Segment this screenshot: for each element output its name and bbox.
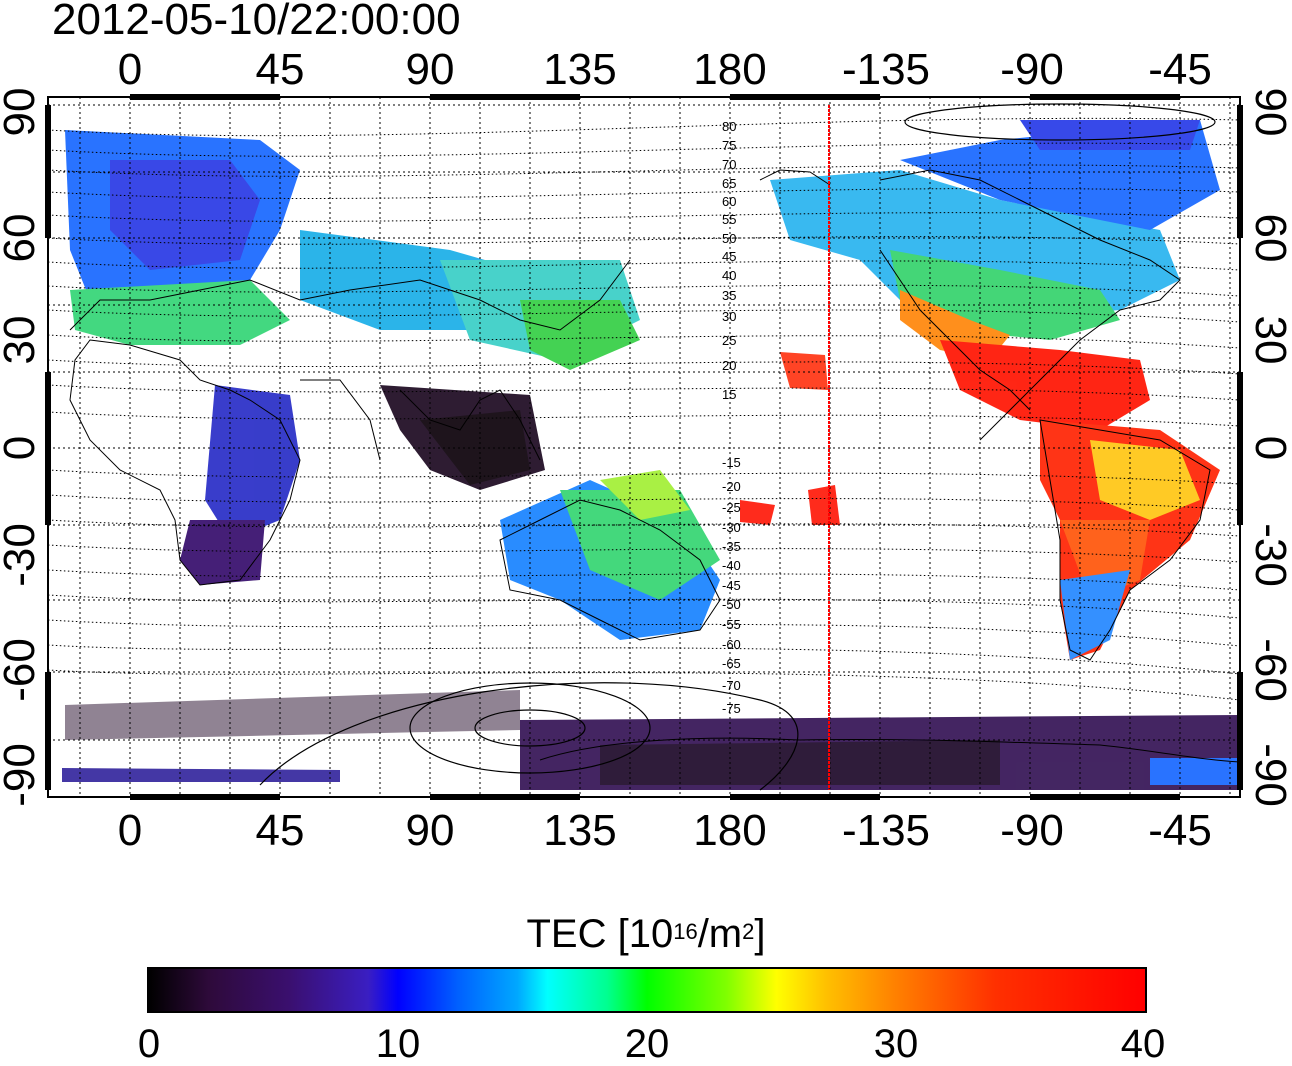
x-bottom-tick-label: -45 [1148,806,1212,855]
y-right-tick-label: -30 [1246,523,1292,587]
y-right-tick-label: 90 [1246,88,1292,137]
y-left-tick-label: 0 [0,436,44,460]
y-right-tick-label: 60 [1246,214,1292,263]
contour-label: -30 [722,520,741,535]
contour-label: 35 [722,288,736,303]
colorbar-title: TEC [1016/m2] [0,912,1292,956]
x-top-tick-label: 135 [543,45,616,94]
y-left-tick-label: -90 [0,743,44,807]
y-left-tick-label: 30 [0,316,44,365]
y-right-tick-label: 0 [1246,436,1292,460]
x-bottom-tick-label: 45 [256,806,305,855]
colorbar-tick-label: 10 [375,1022,421,1066]
x-axis-top-labels: 0 45 90 135 180 -135 -90 -45 [118,45,1212,94]
y-left-tick-label: -60 [0,638,44,702]
contour-label: -55 [722,617,741,632]
timestamp-title: 2012-05-10/22:00:00 [52,0,461,44]
colorbar [147,967,1147,1013]
contour-label: 50 [722,231,736,246]
y-left-tick-label: 60 [0,214,44,263]
contour-label: -50 [722,597,741,612]
contour-label: -45 [722,578,741,593]
contour-label: -35 [722,539,741,554]
polar-contours [259,103,1216,791]
contour-label: 55 [722,212,736,227]
x-axis-bottom-labels: 0 45 90 135 180 -135 -90 -45 [118,806,1212,855]
contour-label: -20 [722,479,741,494]
contour-label: 80 [722,119,736,134]
contour-label: 60 [722,194,736,209]
contour-label: 40 [722,268,736,283]
contour-label: 65 [722,176,736,191]
x-top-tick-label: 0 [118,45,142,94]
contour-label: -15 [722,455,741,470]
colorbar-title-unit: /m [697,912,743,956]
x-bottom-tick-label: 90 [406,806,455,855]
contour-label: 75 [722,138,736,153]
contour-label: -75 [722,701,741,716]
x-bottom-tick-label: 0 [118,806,142,855]
x-top-tick-label: 180 [693,45,766,94]
x-top-tick-label: -90 [1000,45,1064,94]
contour-label: -40 [722,558,741,573]
contour-label: 25 [722,333,736,348]
colorbar-tick-label: 40 [1120,1022,1166,1066]
colorbar-tick-label: 0 [137,1022,161,1066]
x-top-tick-label: 45 [256,45,305,94]
x-top-tick-label: 90 [406,45,455,94]
x-bottom-tick-label: 180 [693,806,766,855]
contour-label: 70 [722,157,736,172]
contour-label: -60 [722,637,741,652]
contour-label: 20 [722,358,736,373]
colorbar-title-end: ] [754,912,766,956]
x-bottom-tick-label: 135 [543,806,616,855]
y-right-tick-label: -60 [1246,638,1292,702]
x-bottom-tick-label: -90 [1000,806,1064,855]
colorbar-title-exponent: 16 [673,919,698,944]
y-right-tick-label: -90 [1246,743,1292,807]
y-right-tick-label: 30 [1246,316,1292,365]
x-bottom-tick-label: -135 [842,806,930,855]
y-axis-left-labels: 90 60 30 0 -30 -60 -90 [0,88,44,807]
frame-ticks [45,94,1243,800]
magnetic-contours [47,117,1241,701]
colorbar-title-main: TEC [10 [526,912,674,956]
contour-label: -65 [722,656,741,671]
x-top-tick-label: -45 [1148,45,1212,94]
contour-label: 45 [722,249,736,264]
contour-labels: 80 75 70 65 60 55 50 45 40 35 30 25 20 1… [722,119,741,716]
x-top-tick-label: -135 [842,45,930,94]
coastlines [69,169,1241,763]
colorbar-title-unit-exponent: 2 [742,919,755,944]
colorbar-tick-label: 20 [624,1022,670,1066]
y-left-tick-label: -30 [0,523,44,587]
y-left-tick-label: 90 [0,88,44,137]
contour-label: -25 [722,500,741,515]
contour-label: 30 [722,309,736,324]
contour-label: 15 [722,387,736,402]
y-axis-right-labels: 90 60 30 0 -30 -60 -90 [1246,88,1292,807]
contour-label: -70 [722,678,741,693]
colorbar-tick-label: 30 [873,1022,919,1066]
